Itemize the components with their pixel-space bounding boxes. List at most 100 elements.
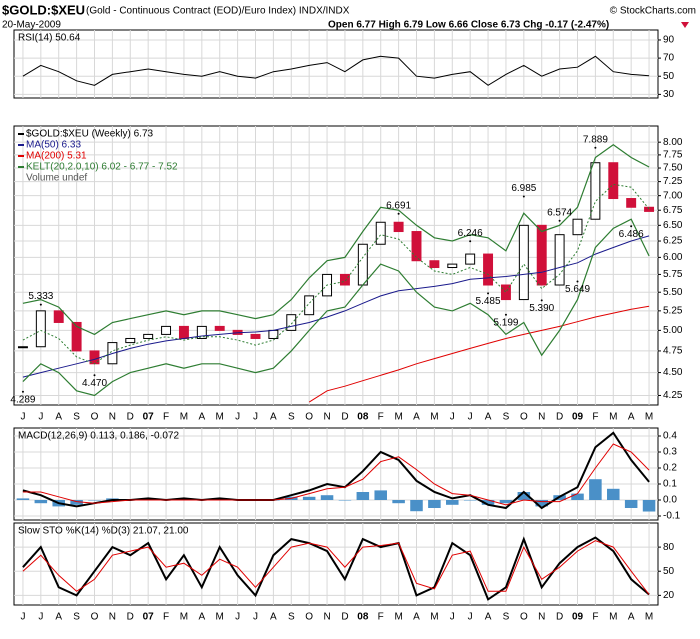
annotation-point xyxy=(576,280,579,283)
copyright: © StockCharts.com xyxy=(610,6,696,17)
legend-label: MA(200) 5.31 xyxy=(26,151,87,162)
y-tick-label: 70 xyxy=(663,53,675,64)
legend-label: Volume undef xyxy=(26,173,87,184)
y-tick-label: 30 xyxy=(663,89,675,100)
histogram-bar xyxy=(607,488,620,500)
candle xyxy=(447,263,458,269)
histogram-bar xyxy=(624,500,638,508)
x-tick-label: S xyxy=(73,412,80,423)
x-tick-label: M xyxy=(609,612,617,623)
panel xyxy=(13,29,659,99)
channel-upper xyxy=(22,143,650,336)
x-tick-label: O xyxy=(91,412,99,423)
candle xyxy=(554,234,565,286)
y-tick-label: 5.75 xyxy=(663,269,683,280)
x-tick-label: O xyxy=(520,412,528,423)
candle xyxy=(178,325,189,339)
y-tick-label: 0.2 xyxy=(663,463,677,474)
histogram-bar xyxy=(481,500,495,505)
histogram-bar xyxy=(374,490,387,500)
line xyxy=(22,536,650,601)
y-tick-label: -0.1 xyxy=(663,511,681,522)
y-tick-label: 6.25 xyxy=(663,236,683,247)
candle xyxy=(35,310,46,348)
candle xyxy=(125,337,136,344)
candle xyxy=(500,284,511,301)
line xyxy=(308,305,650,403)
x-tick-label: N xyxy=(109,412,116,423)
x-tick-label: S xyxy=(503,412,510,423)
histogram-bar xyxy=(70,500,83,505)
x-tick-label: N xyxy=(109,612,116,623)
x-tick-label: S xyxy=(503,612,510,623)
x-tick-label: F xyxy=(378,412,384,423)
x-tick-label: F xyxy=(378,612,384,623)
line xyxy=(22,540,650,595)
y-tick-label: 0.0 xyxy=(663,495,677,506)
x-tick-label: 08 xyxy=(357,412,369,423)
symbol: $GOLD:$XEU xyxy=(2,2,85,17)
line xyxy=(22,55,650,86)
candle xyxy=(143,333,154,339)
annotation: 6.246 xyxy=(458,228,483,239)
candle xyxy=(214,325,225,331)
x-tick-label: M xyxy=(180,412,188,423)
x-tick-label: M xyxy=(180,612,188,623)
histogram-bar xyxy=(16,498,30,500)
candle xyxy=(572,218,583,236)
x-tick-label: J xyxy=(450,412,455,423)
histogram-bar xyxy=(428,500,441,508)
x-tick-label: S xyxy=(288,612,295,623)
x-tick-label: J xyxy=(253,412,258,423)
x-tick-label: F xyxy=(592,412,598,423)
annotation: 6.985 xyxy=(511,183,536,194)
histogram-bar xyxy=(499,500,513,504)
panel-label: MACD(12,26,9) 0.113, 0.186, -0.072 xyxy=(18,431,179,442)
y-tick-label: 6.50 xyxy=(663,220,683,231)
x-tick-label: S xyxy=(73,612,80,623)
histogram-bar xyxy=(302,496,316,500)
x-tick-label: M xyxy=(609,412,617,423)
x-tick-label: A xyxy=(628,412,635,423)
candle xyxy=(53,310,64,323)
y-tick-label: 7.25 xyxy=(663,176,683,187)
x-tick-label: 07 xyxy=(143,412,155,423)
candle xyxy=(71,321,82,352)
x-tick-label: N xyxy=(323,612,330,623)
y-tick-label: 4.25 xyxy=(663,390,683,401)
x-tick-label: A xyxy=(198,412,205,423)
histogram-bar xyxy=(392,500,405,504)
x-tick-label: O xyxy=(520,612,528,623)
channel-middle xyxy=(22,183,650,365)
panel xyxy=(13,427,659,521)
x-tick-label: A xyxy=(485,412,492,423)
candle xyxy=(393,221,404,233)
x-tick-label: J xyxy=(235,412,240,423)
histogram-bar xyxy=(589,479,602,500)
x-tick-label: O xyxy=(305,612,313,623)
candle xyxy=(411,231,422,262)
candle xyxy=(375,221,386,245)
candle xyxy=(196,325,207,339)
panel xyxy=(13,125,659,406)
histogram-bar xyxy=(571,493,584,500)
x-tick-label: M xyxy=(645,612,653,623)
y-tick-label: 80 xyxy=(663,542,675,553)
annotation: 5.485 xyxy=(476,296,501,307)
x-tick-label: J xyxy=(450,612,455,623)
panel-label: Slow STO %K(14) %D(3) 21.07, 21.00 xyxy=(18,526,189,537)
x-tick-label: F xyxy=(163,612,169,623)
annotation: 5.390 xyxy=(529,303,554,314)
x-tick-label: M xyxy=(430,612,438,623)
x-tick-label: D xyxy=(127,412,134,423)
line xyxy=(22,443,650,506)
x-tick-label: O xyxy=(91,612,99,623)
candle xyxy=(644,206,655,212)
x-tick-label: D xyxy=(341,412,348,423)
x-tick-label: 07 xyxy=(143,612,155,623)
candle xyxy=(465,253,476,265)
x-tick-label: 08 xyxy=(357,612,369,623)
line xyxy=(22,235,650,378)
annotation-point xyxy=(522,195,525,198)
y-tick-label: 50 xyxy=(663,566,675,577)
